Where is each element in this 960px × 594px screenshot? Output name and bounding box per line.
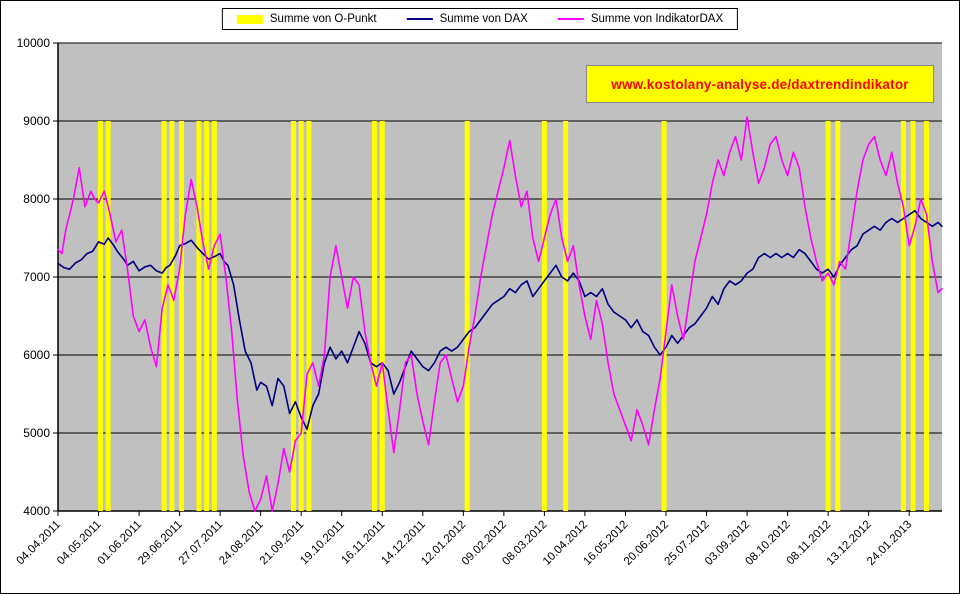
opunkt-bar	[97, 121, 103, 511]
y-tick-label: 10000	[17, 36, 51, 50]
watermark-link[interactable]: www.kostolany-analyse.de/daxtrendindikat…	[586, 65, 934, 103]
legend-label-indikatordax: Summe von IndikatorDAX	[590, 13, 724, 25]
opunkt-bar	[204, 121, 210, 511]
opunkt-bar	[379, 121, 385, 511]
opunkt-bar	[541, 121, 547, 511]
opunkt-bar	[306, 121, 312, 511]
y-tick-label: 6000	[23, 348, 50, 362]
legend: Summe von O-Punkt Summe von DAX Summe vo…	[221, 8, 739, 30]
opunkt-bar	[290, 121, 296, 511]
legend-item-opunkt: Summe von O-Punkt	[236, 13, 377, 25]
legend-label-dax: Summe von DAX	[439, 13, 528, 25]
opunkt-bar	[924, 121, 930, 511]
opunkt-bar	[835, 121, 841, 511]
opunkt-bar	[464, 121, 470, 511]
dax-line	[57, 209, 943, 430]
legend-label-opunkt: Summe von O-Punkt	[269, 13, 377, 25]
opunkt-bar	[900, 121, 906, 511]
opunkt-bar	[825, 121, 831, 511]
opunkt-bar	[372, 121, 378, 511]
y-tick-label: 8000	[23, 192, 50, 206]
indikatordax-swatch-icon	[557, 18, 584, 20]
indikatordax-line	[57, 116, 943, 512]
opunkt-bar	[211, 121, 217, 511]
opunkt-swatch-icon	[236, 14, 263, 24]
opunkt-bar	[105, 121, 111, 511]
opunkt-bar	[563, 121, 569, 511]
opunkt-bar	[179, 121, 185, 511]
opunkt-bar	[298, 121, 304, 511]
opunkt-bar	[161, 121, 167, 511]
y-tick-label: 7000	[23, 270, 50, 284]
y-tick-label: 5000	[23, 426, 50, 440]
x-tick-label: 19.10.2011	[298, 519, 347, 568]
y-tick-label: 4000	[23, 504, 50, 518]
y-tick-label: 9000	[23, 114, 50, 128]
dax-swatch-icon	[406, 18, 433, 20]
opunkt-bar	[196, 121, 202, 511]
legend-item-dax: Summe von DAX	[406, 13, 528, 25]
legend-item-indikatordax: Summe von IndikatorDAX	[557, 13, 724, 25]
opunkt-bar	[910, 121, 916, 511]
opunkt-bar	[661, 121, 667, 511]
opunkt-bar	[169, 121, 175, 511]
